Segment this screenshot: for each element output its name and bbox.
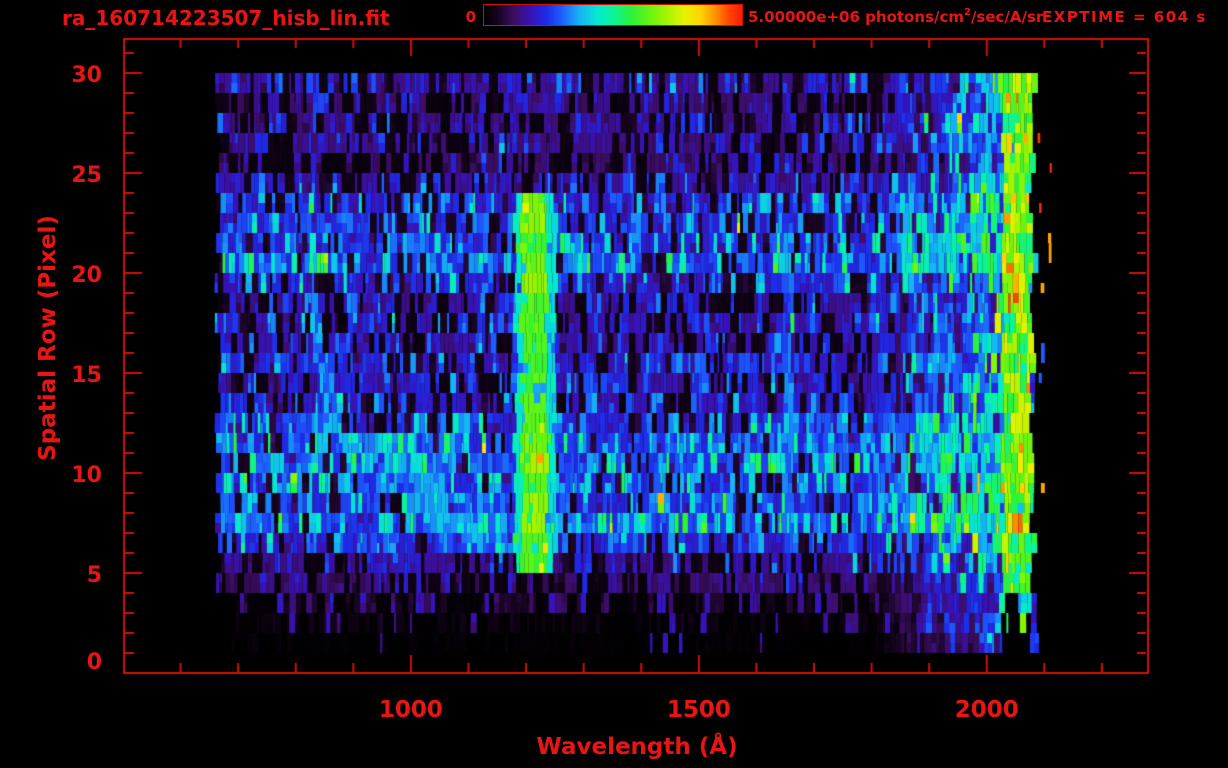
colorbar-units-suffix: /sec/A/sr bbox=[970, 8, 1044, 26]
x-tick-label: 1500 bbox=[666, 697, 731, 723]
y-tick-label: 10 bbox=[71, 463, 102, 488]
y-tick-label: 15 bbox=[71, 363, 102, 388]
colorbar-units-superscript: 2 bbox=[963, 7, 971, 18]
y-tick-label: 30 bbox=[71, 63, 102, 88]
colorbar-max-value: 5.00000e+06 bbox=[748, 8, 860, 26]
colorbar-units-prefix: photons/cm bbox=[859, 8, 964, 26]
x-axis-title: Wavelength (Å) bbox=[536, 734, 738, 760]
y-tick-label: 20 bbox=[71, 263, 102, 288]
x-tick-label: 1000 bbox=[378, 697, 443, 723]
exptime-label: EXPTIME = 604 s bbox=[1042, 8, 1207, 26]
colorbar-min-label: 0 bbox=[465, 8, 476, 26]
y-tick-label: 25 bbox=[71, 163, 102, 188]
x-tick-label: 2000 bbox=[954, 697, 1019, 723]
y-axis-title: Spatial Row (Pixel) bbox=[35, 215, 61, 461]
colorbar-max-label: 5.00000e+06 photons/cm2/sec/A/sr bbox=[748, 7, 1044, 26]
y-tick-label: 5 bbox=[86, 563, 102, 588]
y-tick-label: 0 bbox=[86, 650, 102, 675]
colorbar bbox=[483, 4, 743, 26]
plot-title: ra_160714223507_hisb_lin.fit bbox=[62, 6, 390, 30]
